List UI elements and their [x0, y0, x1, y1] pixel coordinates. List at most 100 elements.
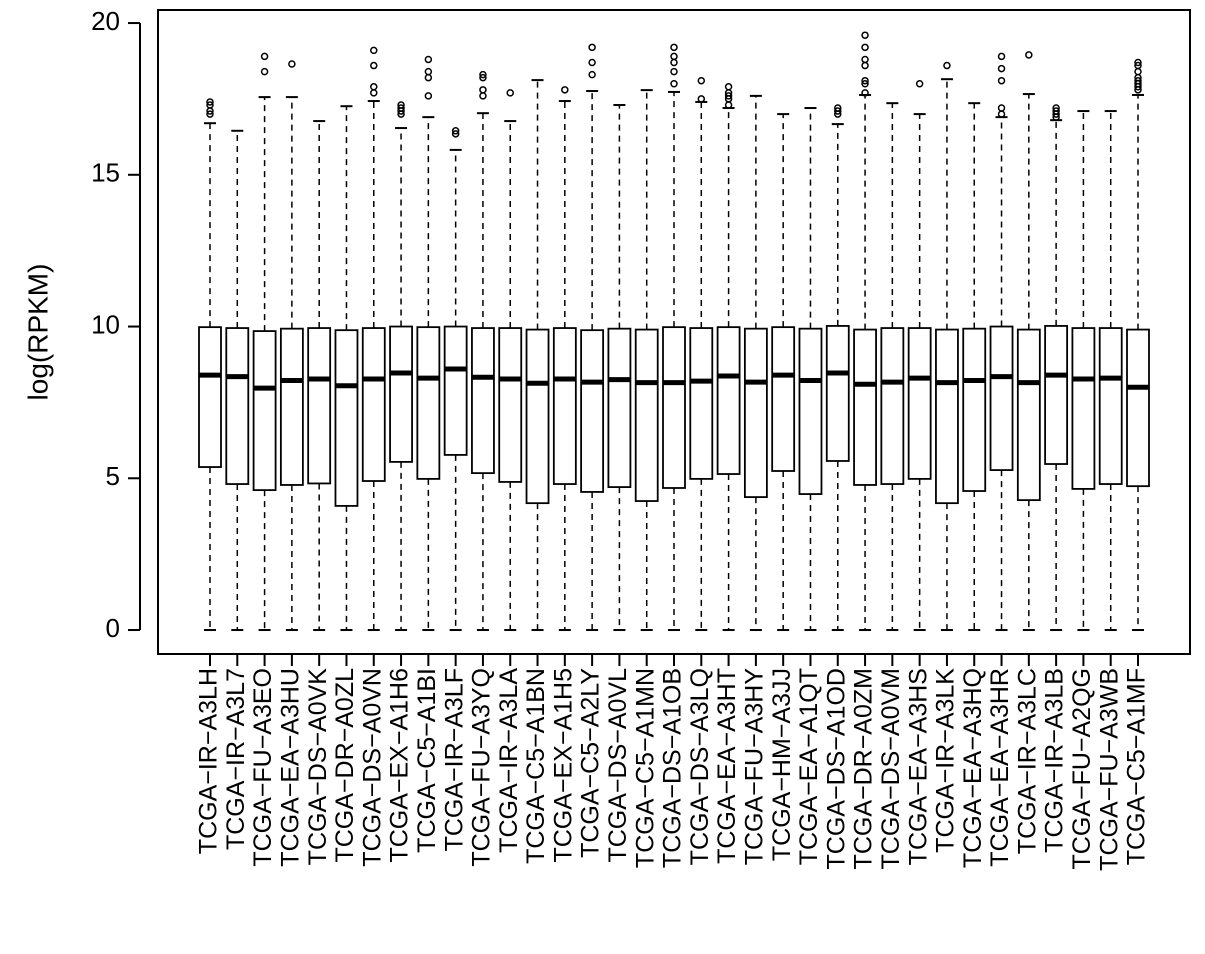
x-tick-label: TCGA−IR−A3L7 [222, 668, 250, 850]
outlier [834, 104, 842, 112]
outlier [506, 89, 514, 97]
box [361, 327, 386, 482]
y-tick-label: 10 [91, 309, 120, 339]
x-tick-label: TCGA−FU−A3YQ [468, 668, 496, 867]
x-tick-label: TCGA−EA−A3HT [713, 668, 741, 864]
x-tick-label: TCGA−EX−A1H6 [386, 668, 414, 863]
outlier [1134, 67, 1142, 76]
outlier [670, 43, 678, 52]
x-tick-label: TCGA−DS−A3LQ [686, 668, 714, 865]
outlier [479, 92, 487, 100]
x-tick-label: TCGA−DS−A0VL [604, 668, 632, 863]
box [1044, 325, 1069, 465]
outlier [479, 70, 487, 79]
outlier [370, 61, 378, 70]
outlier [997, 64, 1006, 73]
outlier [370, 83, 378, 91]
outlier [206, 110, 214, 118]
x-tick-label: TCGA−C5−A1MN [631, 668, 659, 868]
x-tick-label: TCGA−EX−A1H5 [549, 668, 577, 863]
outlier [370, 46, 378, 55]
outlier [451, 127, 460, 135]
y-axis-label: log(RPKM) [22, 264, 53, 401]
outlier [588, 70, 596, 79]
box [989, 325, 1014, 471]
box [307, 327, 332, 485]
y-tick-label: 0 [106, 613, 120, 643]
outlier [861, 55, 869, 64]
outlier [451, 130, 460, 138]
x-tick-label: TCGA−EA−A1QT [795, 668, 823, 865]
y-tick-label: 20 [91, 6, 120, 36]
x-tick-label: TCGA−DS−A0VK [304, 668, 332, 866]
outlier [424, 73, 433, 82]
box [471, 327, 495, 475]
outlier [724, 92, 733, 100]
x-tick-label: TCGA−HM−A3JJ [768, 668, 796, 861]
x-tick-label: TCGA−EA−A3HU [276, 668, 304, 867]
outlier [670, 79, 678, 88]
x-tick-label: TCGA−FU−A3EO [249, 668, 277, 867]
x-tick-label: TCGA−IR−A3LC [1013, 668, 1041, 854]
box [689, 327, 714, 480]
box [525, 328, 550, 505]
outlier [670, 52, 678, 61]
box [880, 327, 905, 485]
box [607, 327, 632, 488]
box [443, 325, 468, 456]
box [1126, 328, 1150, 488]
box [962, 327, 987, 492]
outlier [670, 67, 678, 76]
x-tick-label: TCGA−FU−A3WB [1095, 668, 1123, 871]
x-tick-label: TCGA−EA−A3HS [904, 668, 932, 865]
box [279, 327, 304, 486]
y-tick-label: 15 [91, 158, 120, 188]
outlier [1025, 51, 1033, 59]
x-tick-label: TCGA−IR−A3LA [495, 668, 523, 853]
outlier [861, 61, 869, 70]
outlier [697, 76, 706, 85]
box [1098, 327, 1123, 485]
outlier [370, 89, 378, 97]
outlier [997, 52, 1006, 61]
box [798, 327, 823, 495]
box [389, 325, 413, 463]
box [634, 328, 659, 502]
x-tick-label: TCGA−EA−A3HR [986, 668, 1014, 867]
outlier [1052, 104, 1060, 112]
outlier [997, 76, 1006, 85]
x-tick-label: TCGA−DS−A0VN [358, 668, 386, 867]
outlier [588, 43, 596, 52]
x-tick-label: TCGA−C5−A1BN [522, 668, 550, 864]
box [662, 326, 686, 489]
outlier [997, 104, 1006, 112]
outlier [260, 67, 269, 76]
x-tick-label: TCGA−IR−A3LH [195, 668, 223, 854]
x-tick-label: TCGA−IR−A3LB [1041, 668, 1069, 853]
box [334, 329, 359, 507]
box [198, 326, 222, 468]
outlier [206, 98, 214, 106]
outlier [915, 79, 924, 88]
outlier [424, 92, 433, 100]
outlier [588, 58, 596, 67]
outlier [1134, 58, 1142, 67]
outlier [397, 104, 405, 112]
outlier [479, 86, 487, 94]
x-tick-label: TCGA−C5−A1MF [1123, 668, 1151, 865]
box [552, 327, 577, 485]
box [252, 330, 277, 492]
x-tick-label: TCGA−IR−A3LF [440, 668, 468, 851]
x-tick-label: TCGA−DR−A0ZM [850, 668, 878, 869]
x-tick-label: TCGA−DR−A0ZL [331, 668, 359, 863]
outlier [861, 79, 869, 88]
x-tick-label: TCGA−C5−A2LY [577, 668, 605, 858]
box [853, 328, 877, 486]
box [1016, 328, 1041, 502]
outlier [861, 76, 869, 85]
outlier [206, 101, 214, 109]
box [498, 327, 523, 483]
box [1071, 327, 1096, 490]
box [935, 328, 959, 505]
